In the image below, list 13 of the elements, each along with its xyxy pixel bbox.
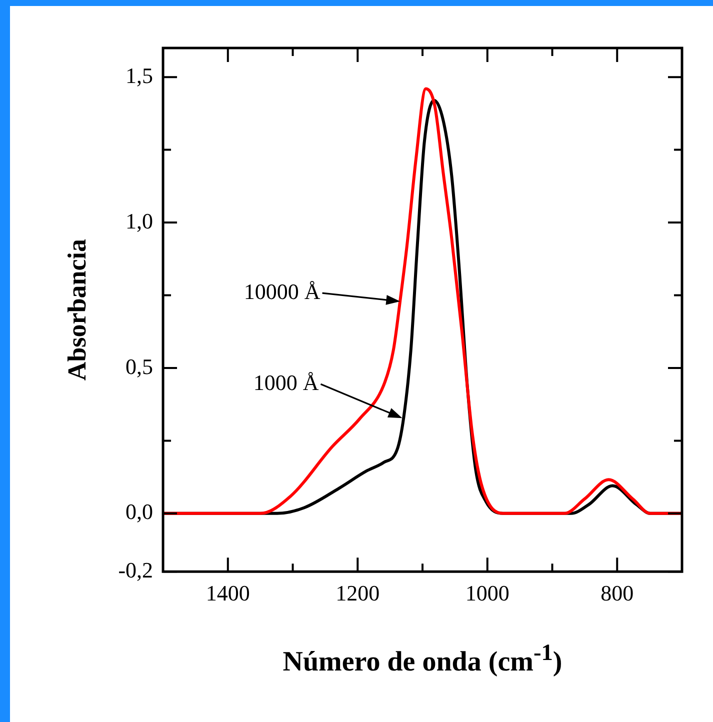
x-tick-label: 1000 [465, 580, 510, 606]
x-tick-label: 1200 [336, 580, 380, 606]
annotation: 10000 Å [244, 278, 320, 304]
y-tick-label: -0,2 [118, 557, 154, 582]
y-axis-title: Absorbancia [62, 239, 92, 381]
x-tick-label: 800 [600, 580, 634, 606]
y-tick-label: 1,5 [126, 62, 154, 88]
x-tick-label: 1400 [206, 580, 250, 606]
x-axis-title: Número de onda (cm$^{-1}$) [282, 640, 564, 678]
annotation: 1000 Å [253, 370, 319, 395]
y-tick-label: 0,0 [126, 499, 154, 524]
y-tick-label: 1,0 [126, 208, 154, 234]
y-tick-label: 0,5 [126, 354, 154, 379]
